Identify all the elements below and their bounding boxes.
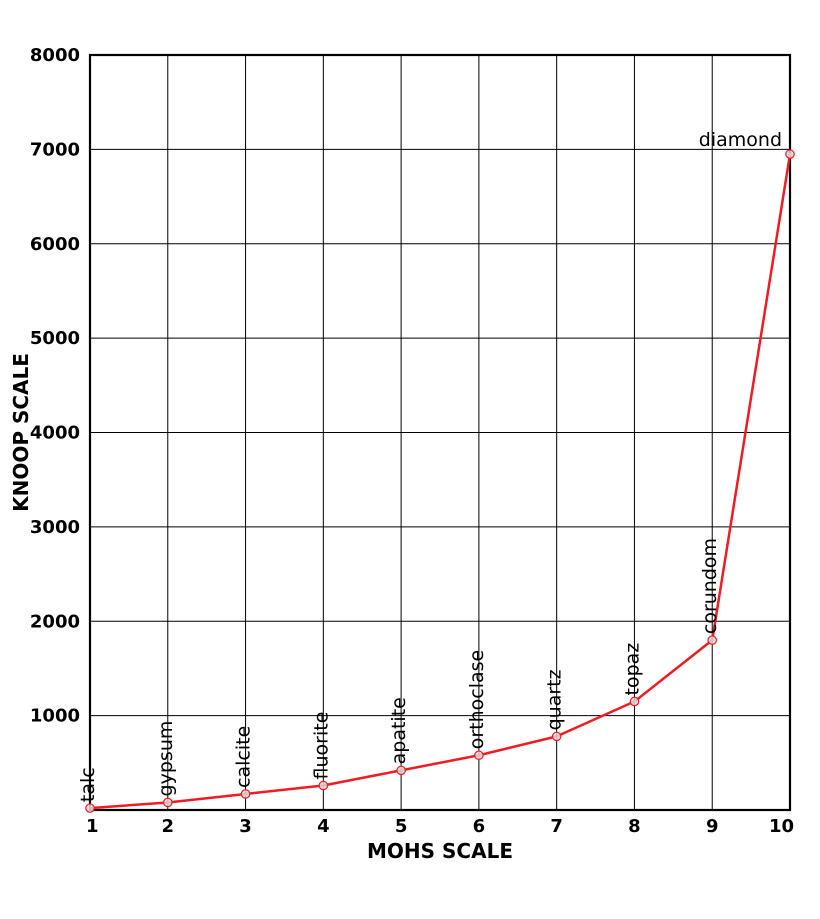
point-label: talc bbox=[77, 767, 99, 802]
data-point bbox=[552, 732, 560, 740]
data-point bbox=[708, 636, 716, 644]
x-tick-label: 9 bbox=[706, 816, 719, 837]
data-point bbox=[786, 150, 794, 158]
x-axis-label: MOHS SCALE bbox=[367, 839, 513, 863]
point-label: gypsum bbox=[155, 721, 177, 797]
hardness-chart: 1 2 3 4 5 6 7 8 9 10 1000 2000 3000 4000 5000 6000 7000 8… bbox=[0, 0, 820, 919]
y-tick-label: 3000 bbox=[30, 517, 80, 538]
point-label: apatite bbox=[388, 697, 410, 764]
point-label: fluorite bbox=[310, 712, 332, 780]
y-tick-label: 6000 bbox=[30, 234, 80, 255]
x-tick-label: 4 bbox=[317, 816, 330, 837]
data-point bbox=[86, 804, 94, 812]
point-label: topaz bbox=[621, 643, 643, 696]
y-tick-label: 8000 bbox=[30, 45, 80, 66]
point-label: corundom bbox=[699, 538, 721, 634]
x-tick-label: 10 bbox=[769, 816, 794, 837]
y-tick-label: 7000 bbox=[30, 139, 80, 160]
x-tick-label: 7 bbox=[550, 816, 563, 837]
x-tick-label: 5 bbox=[395, 816, 408, 837]
x-tick-label: 3 bbox=[239, 816, 252, 837]
data-point bbox=[397, 766, 405, 774]
point-label: orthoclase bbox=[466, 650, 488, 750]
x-tick-label: 1 bbox=[86, 816, 99, 837]
y-tick-label: 1000 bbox=[30, 706, 80, 727]
data-point bbox=[241, 790, 249, 798]
point-label: quartz bbox=[544, 669, 566, 730]
y-tick-label: 2000 bbox=[30, 611, 80, 632]
data-point bbox=[475, 751, 483, 759]
y-tick-label: 5000 bbox=[30, 328, 80, 349]
x-tick-label: 8 bbox=[628, 816, 641, 837]
data-point bbox=[630, 697, 638, 705]
y-axis-label: KNOOP SCALE bbox=[9, 353, 33, 512]
x-tick-label: 2 bbox=[162, 816, 175, 837]
x-tick-label: 6 bbox=[473, 816, 486, 837]
point-label: calcite bbox=[233, 726, 255, 788]
point-label: diamond bbox=[699, 129, 782, 151]
y-tick-label: 4000 bbox=[30, 423, 80, 444]
data-point bbox=[164, 798, 172, 806]
data-point bbox=[319, 781, 327, 789]
